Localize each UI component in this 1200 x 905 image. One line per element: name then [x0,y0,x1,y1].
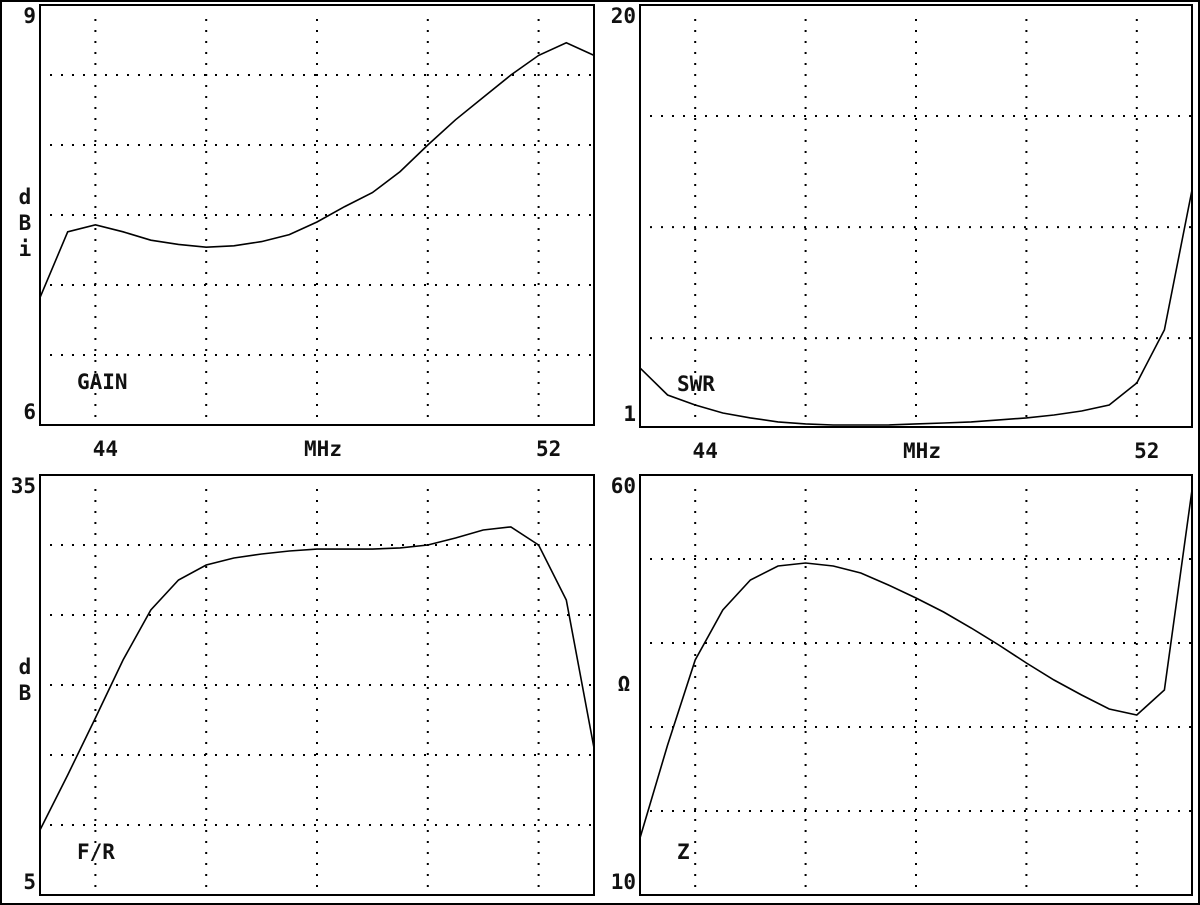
series-label: SWR [677,372,715,396]
y-tick-label: 1 [623,402,636,426]
x-tick-label: 44 [693,439,718,463]
curve [639,189,1193,426]
x-tick-label: 52 [536,437,561,461]
y-tick-label: 10 [611,870,636,894]
x-axis-label: MHz [304,437,342,461]
y-tick-label: 60 [611,474,636,498]
x-tick-label: 52 [1134,439,1159,463]
series-label: GAIN [77,370,128,394]
series-label: Z [677,840,690,864]
plot-frame [39,4,595,426]
y-tick-label: 35 [11,474,36,498]
x-axis-label: MHz [903,439,941,463]
plot-frame [639,474,1193,896]
plot-frame [639,4,1193,428]
y-tick-label: 9 [23,4,36,28]
x-tick-label: 44 [93,437,118,461]
curve [39,41,595,298]
y-axis-label: dBi [13,185,37,263]
plot-frame [39,474,595,896]
y-axis-label: dB [13,655,37,707]
y-tick-label: 5 [23,870,36,894]
series-label: F/R [77,840,115,864]
curve [639,489,1193,839]
y-tick-label: 20 [611,4,636,28]
curve [39,526,595,831]
y-axis-label: Ω [618,672,631,696]
y-tick-label: 6 [23,400,36,424]
